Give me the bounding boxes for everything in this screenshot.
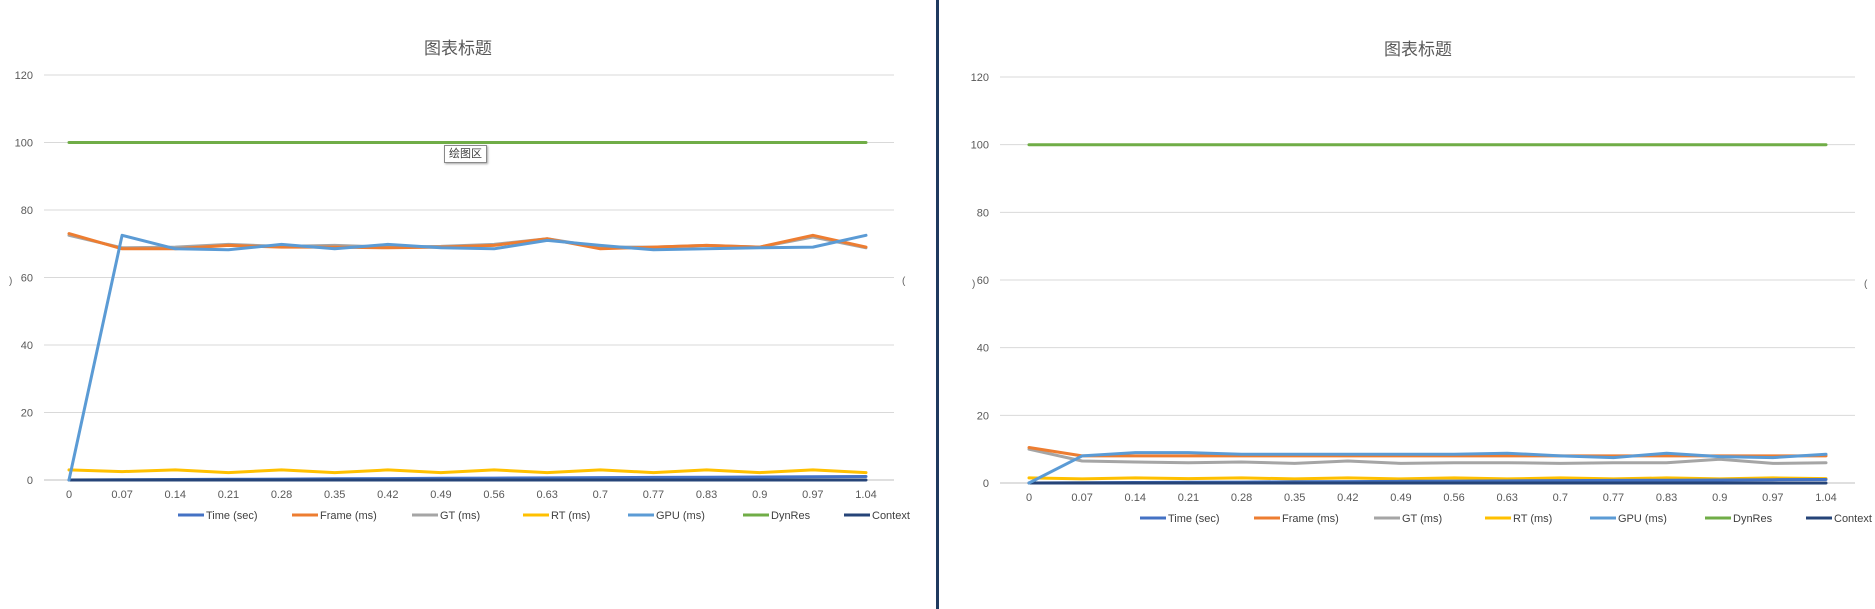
legend-label: GPU (ms) (656, 510, 705, 522)
y-tick-label: 0 (983, 478, 989, 490)
series-line-frame[interactable] (67, 232, 868, 251)
y-tick-label: 80 (21, 205, 33, 217)
x-tick-label: 0.83 (696, 489, 717, 501)
y-tick-label: 60 (21, 273, 33, 285)
chart-right-resize-handle-left[interactable]: ) (972, 279, 976, 290)
chart-panel-right[interactable]: 图表标题 0 20 40 60 80 100 120 0 0.07 0.14 0.21 0.28 0.35… (940, 0, 1875, 609)
x-tick-label: 0.63 (1496, 492, 1517, 504)
x-tick-label: 0.63 (536, 489, 557, 501)
plot-area-tooltip: 绘图区 (444, 145, 487, 163)
x-tick-label: 0.35 (324, 489, 345, 501)
legend-label: GT (ms) (1402, 513, 1442, 525)
x-tick-label: 0.9 (752, 489, 767, 501)
x-tick-label: 0.21 (1178, 492, 1199, 504)
series-line-gt[interactable] (1027, 447, 1828, 465)
chart-left-resize-handle-left[interactable]: ) (9, 276, 13, 287)
x-tick-label: 0.14 (1125, 492, 1146, 504)
x-tick-label: 0.9 (1712, 492, 1727, 504)
x-tick-label: 0.14 (165, 489, 186, 501)
x-tick-label: 0.77 (1603, 492, 1624, 504)
y-tick-label: 20 (21, 408, 33, 420)
legend-label: Frame (ms) (320, 510, 377, 522)
window-divider (936, 0, 939, 609)
x-tick-label: 0.07 (111, 489, 132, 501)
legend-label: Time (sec) (206, 510, 258, 522)
series-line-gpu[interactable] (1027, 451, 1828, 485)
series-line-rt[interactable] (1027, 476, 1828, 481)
x-tick-label: 0.49 (430, 489, 451, 501)
x-tick-label: 0.97 (802, 489, 823, 501)
x-tick-label: 0 (66, 489, 72, 501)
legend-label: DynRes (771, 510, 811, 522)
legend-label: Frame (ms) (1282, 513, 1339, 525)
legend-label: GPU (ms) (1618, 513, 1667, 525)
x-tick-label: 0.35 (1284, 492, 1305, 504)
x-tick-label: 1.04 (1815, 492, 1836, 504)
y-tick-label: 0 (27, 475, 33, 487)
legend-label: GT (ms) (440, 510, 480, 522)
y-tick-label: 60 (977, 275, 989, 287)
legend-label: Time (sec) (1168, 513, 1220, 525)
x-tick-label: 0.83 (1656, 492, 1677, 504)
chart-panel-left[interactable]: 图表标题 0 20 40 60 80 100 120 0 0.07 0.14 0.21 0.28 0.35… (0, 0, 936, 609)
legend-label: DynRes (1733, 513, 1773, 525)
series-line-rt[interactable] (67, 468, 868, 475)
x-tick-label: 0.42 (377, 489, 398, 501)
x-tick-label: 0.49 (1390, 492, 1411, 504)
legend-label: Context (872, 510, 910, 522)
chart-right-resize-handle-right[interactable]: ( (1864, 279, 1868, 290)
series-line-gpu[interactable] (67, 233, 868, 482)
x-tick-label: 0.56 (483, 489, 504, 501)
y-tick-label: 100 (971, 140, 989, 152)
x-tick-label: 0 (1026, 492, 1032, 504)
x-tick-label: 0.7 (593, 489, 608, 501)
legend-label: RT (ms) (1513, 513, 1552, 525)
y-tick-label: 20 (977, 410, 989, 422)
x-tick-label: 0.42 (1337, 492, 1358, 504)
x-tick-label: 0.97 (1762, 492, 1783, 504)
chart-right[interactable]: 图表标题 0 20 40 60 80 100 120 0 0.07 0.14 0.21 0.28 0.35… (940, 0, 1875, 609)
x-tick-label: 0.7 (1553, 492, 1568, 504)
chart-title: 图表标题 (424, 39, 492, 59)
x-tick-label: 1.04 (855, 489, 876, 501)
chart-title: 图表标题 (1384, 40, 1452, 60)
y-tick-label: 120 (971, 72, 989, 84)
y-tick-label: 120 (15, 70, 33, 82)
x-tick-label: 0.56 (1443, 492, 1464, 504)
x-tick-label: 0.21 (218, 489, 239, 501)
y-tick-label: 40 (21, 340, 33, 352)
x-tick-label: 0.77 (643, 489, 664, 501)
y-tick-label: 80 (977, 207, 989, 219)
legend-label: Context (1834, 513, 1872, 525)
x-tick-label: 0.07 (1071, 492, 1092, 504)
chart-left-resize-handle-right[interactable]: ( (902, 276, 906, 287)
legend-label: RT (ms) (551, 510, 590, 522)
x-tick-label: 0.28 (1231, 492, 1252, 504)
y-tick-label: 40 (977, 343, 989, 355)
chart-left[interactable]: 图表标题 0 20 40 60 80 100 120 0 0.07 0.14 0.21 0.28 0.35… (0, 0, 936, 609)
x-tick-label: 0.28 (271, 489, 292, 501)
y-tick-label: 100 (15, 138, 33, 150)
